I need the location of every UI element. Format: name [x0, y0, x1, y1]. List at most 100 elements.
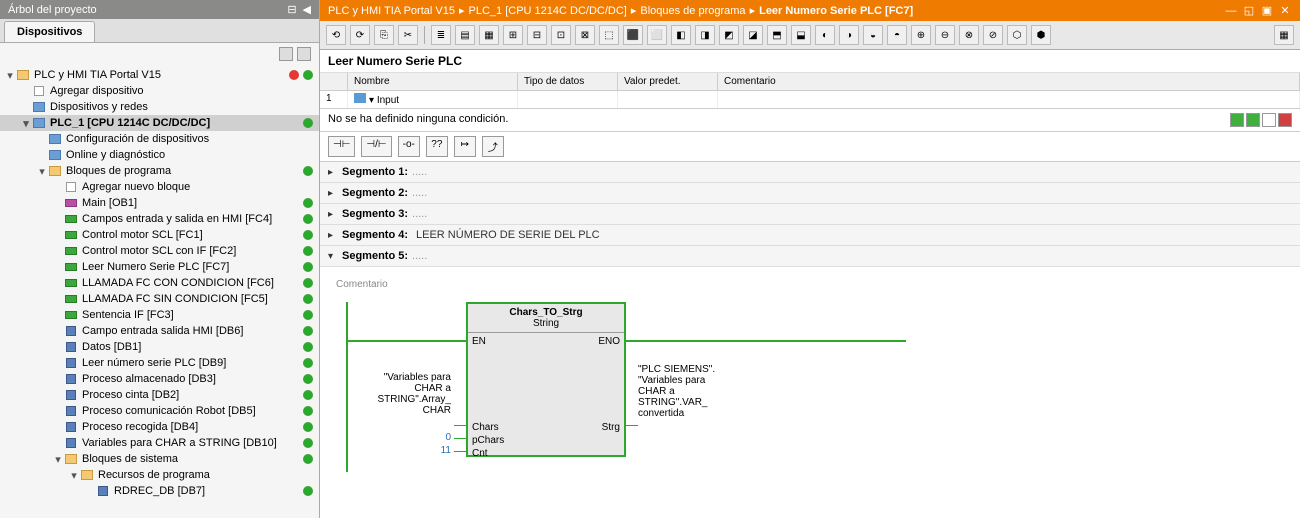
- tb-btn[interactable]: ⊟: [527, 25, 547, 45]
- tb-btn[interactable]: ⊞: [503, 25, 523, 45]
- expand-icon[interactable]: ▾: [68, 469, 80, 482]
- segment-header[interactable]: ▸Segmento 4:LEER NÚMERO DE SERIE DEL PLC: [320, 225, 1300, 245]
- tree-row[interactable]: Proceso comunicación Robot [DB5]: [0, 403, 319, 419]
- segment-header[interactable]: ▾Segmento 5:.....: [320, 246, 1300, 266]
- tb-btn[interactable]: ◒: [863, 25, 883, 45]
- tb-btn[interactable]: ⊠: [575, 25, 595, 45]
- tree-row[interactable]: Datos [DB1]: [0, 339, 319, 355]
- tree-row[interactable]: ▾Recursos de programa: [0, 467, 319, 483]
- tree-row[interactable]: Sentencia IF [FC3]: [0, 307, 319, 323]
- param-cnt[interactable]: 11: [426, 445, 451, 456]
- ladder-tool-button[interactable]: -o-: [398, 136, 420, 157]
- tree-row[interactable]: Proceso recogida [DB4]: [0, 419, 319, 435]
- tree-row[interactable]: ▾PLC y HMI TIA Portal V15: [0, 67, 319, 83]
- tb-btn[interactable]: ⊡: [551, 25, 571, 45]
- var-row-input[interactable]: ▾ Input: [348, 91, 518, 108]
- tb-btn[interactable]: ⟳: [350, 25, 370, 45]
- tree-row[interactable]: Proceso almacenado [DB3]: [0, 371, 319, 387]
- ladder-tool-button[interactable]: ??: [426, 136, 448, 157]
- tb-btn[interactable]: ⬒: [767, 25, 787, 45]
- project-tree[interactable]: ▾PLC y HMI TIA Portal V15Agregar disposi…: [0, 65, 319, 518]
- tb-btn[interactable]: ⟲: [326, 25, 346, 45]
- tree-row[interactable]: Campos entrada y salida en HMI [FC4]: [0, 211, 319, 227]
- tree-row[interactable]: ▾PLC_1 [CPU 1214C DC/DC/DC]: [0, 115, 319, 131]
- breadcrumb-item[interactable]: Bloques de programa: [640, 5, 745, 17]
- tree-row[interactable]: Online y diagnóstico: [0, 147, 319, 163]
- tb-btn[interactable]: ◪: [743, 25, 763, 45]
- tree-row[interactable]: LLAMADA FC CON CONDICION [FC6]: [0, 275, 319, 291]
- tree-row[interactable]: Agregar dispositivo: [0, 83, 319, 99]
- maximize-icon[interactable]: ▣: [1260, 5, 1274, 17]
- tb-btn[interactable]: ⊕: [911, 25, 931, 45]
- expand-icon[interactable]: ▾: [4, 69, 16, 82]
- segment-expand-icon[interactable]: ▾: [328, 251, 342, 262]
- tb-btn[interactable]: ⬡: [1007, 25, 1027, 45]
- restore-icon[interactable]: ◱: [1242, 5, 1256, 17]
- tb-btn[interactable]: ≣: [431, 25, 451, 45]
- tab-devices[interactable]: Dispositivos: [4, 21, 95, 42]
- segment-header[interactable]: ▸Segmento 2:.....: [320, 183, 1300, 203]
- expand-icon[interactable]: ▾: [20, 117, 32, 130]
- ladder-tool-button[interactable]: ⊣/⊢: [361, 136, 391, 157]
- tb-btn[interactable]: ⬛: [623, 25, 643, 45]
- tree-row[interactable]: Configuración de dispositivos: [0, 131, 319, 147]
- tb-btn[interactable]: ⊘: [983, 25, 1003, 45]
- expand-icon[interactable]: ▾: [52, 453, 64, 466]
- out-strg[interactable]: "PLC SIEMENS". "Variables para CHAR a ST…: [638, 364, 738, 419]
- ladder-tool-button[interactable]: ⤴: [482, 136, 504, 157]
- function-block[interactable]: Chars_TO_Strg String EN ENO Chars Strg p…: [466, 302, 626, 457]
- tree-row[interactable]: Control motor SCL [FC1]: [0, 227, 319, 243]
- ladder-tool-button[interactable]: ⊣⊢: [328, 136, 355, 157]
- tb-btn[interactable]: ◩: [719, 25, 739, 45]
- tree-btn-1[interactable]: [279, 47, 293, 61]
- param-chars[interactable]: "Variables para CHAR a STRING".Array_ CH…: [356, 372, 451, 416]
- tree-row[interactable]: Campo entrada salida HMI [DB6]: [0, 323, 319, 339]
- segment-expand-icon[interactable]: ▸: [328, 209, 342, 220]
- tree-row[interactable]: Dispositivos y redes: [0, 99, 319, 115]
- tb-btn[interactable]: ◧: [671, 25, 691, 45]
- tb-btn[interactable]: ⬢: [1031, 25, 1051, 45]
- tb-btn[interactable]: ⊗: [959, 25, 979, 45]
- tb-btn[interactable]: ✂: [398, 25, 418, 45]
- segment-expand-icon[interactable]: ▸: [328, 188, 342, 199]
- tb-btn[interactable]: ⬜: [647, 25, 667, 45]
- tb-btn[interactable]: ▦: [479, 25, 499, 45]
- segment-expand-icon[interactable]: ▸: [328, 167, 342, 178]
- tree-row[interactable]: RDREC_DB [DB7]: [0, 483, 319, 499]
- pin-icon[interactable]: ◀: [303, 3, 311, 16]
- close-icon[interactable]: ✕: [1278, 5, 1292, 17]
- tb-btn[interactable]: ⊖: [935, 25, 955, 45]
- ladder-tool-button[interactable]: ↦: [454, 136, 476, 157]
- tb-btn[interactable]: ⬚: [599, 25, 619, 45]
- segment-expand-icon[interactable]: ▸: [328, 230, 342, 241]
- tb-btn[interactable]: ◐: [815, 25, 835, 45]
- tb-btn[interactable]: ◑: [839, 25, 859, 45]
- tree-row[interactable]: ▾Bloques de sistema: [0, 451, 319, 467]
- tree-row[interactable]: Leer número serie PLC [DB9]: [0, 355, 319, 371]
- tree-row[interactable]: Main [OB1]: [0, 195, 319, 211]
- tree-row[interactable]: LLAMADA FC SIN CONDICION [FC5]: [0, 291, 319, 307]
- breadcrumb-item[interactable]: PLC_1 [CPU 1214C DC/DC/DC]: [469, 5, 627, 17]
- tree-row[interactable]: Leer Numero Serie PLC [FC7]: [0, 259, 319, 275]
- breadcrumb-item[interactable]: Leer Numero Serie PLC [FC7]: [759, 5, 913, 17]
- param-pchars[interactable]: 0: [426, 432, 451, 443]
- tree-row[interactable]: Control motor SCL con IF [FC2]: [0, 243, 319, 259]
- tree-btn-2[interactable]: [297, 47, 311, 61]
- expand-icon[interactable]: ▾: [36, 165, 48, 178]
- tree-row[interactable]: Agregar nuevo bloque: [0, 179, 319, 195]
- tb-btn[interactable]: ⎘: [374, 25, 394, 45]
- segment-header[interactable]: ▸Segmento 3:.....: [320, 204, 1300, 224]
- segment-header[interactable]: ▸Segmento 1:.....: [320, 162, 1300, 182]
- tb-btn[interactable]: ⬓: [791, 25, 811, 45]
- add-icon: [64, 180, 78, 194]
- breadcrumb-item[interactable]: PLC y HMI TIA Portal V15: [328, 5, 455, 17]
- minimize-icon[interactable]: —: [1224, 5, 1238, 17]
- tree-row[interactable]: Variables para CHAR a STRING [DB10]: [0, 435, 319, 451]
- tb-btn[interactable]: ◓: [887, 25, 907, 45]
- tb-btn[interactable]: ◨: [695, 25, 715, 45]
- tree-row[interactable]: Proceso cinta [DB2]: [0, 387, 319, 403]
- tb-btn[interactable]: ▦: [1274, 25, 1294, 45]
- collapse-icon[interactable]: ⊟: [287, 3, 296, 16]
- tb-btn[interactable]: ▤: [455, 25, 475, 45]
- tree-row[interactable]: ▾Bloques de programa: [0, 163, 319, 179]
